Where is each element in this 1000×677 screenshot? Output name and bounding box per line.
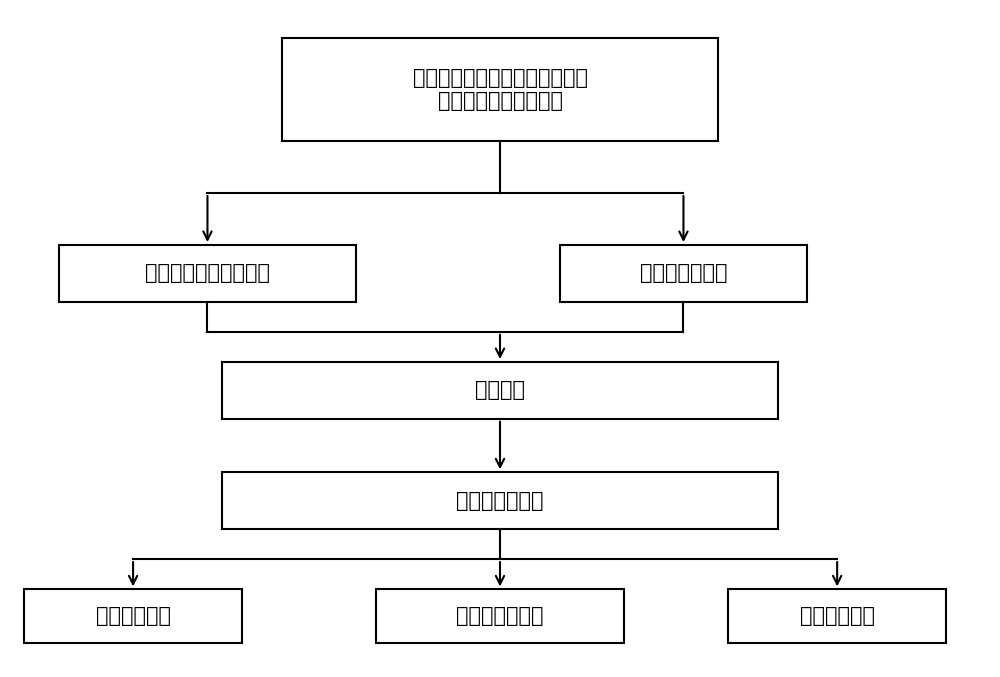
Text: 基于多同性源电极阵列电阻率的
地下工程超前探测方法: 基于多同性源电极阵列电阻率的 地下工程超前探测方法 [413, 68, 588, 111]
Text: 布设供电电极系: 布设供电电极系 [640, 263, 727, 283]
Text: 建立反演方程: 建立反演方程 [96, 606, 171, 626]
Text: 计算偏导数矩阵: 计算偏导数矩阵 [456, 606, 544, 626]
Text: 三维电阻率反演: 三维电阻率反演 [456, 491, 544, 510]
Bar [728, 589, 946, 642]
Bar [282, 38, 718, 141]
Text: 布设阵列式测量电极系: 布设阵列式测量电极系 [145, 263, 270, 283]
Bar [222, 362, 778, 419]
Text: 迭代输出结果: 迭代输出结果 [800, 606, 875, 626]
Bar [59, 245, 356, 302]
Bar [376, 589, 624, 642]
Bar [560, 245, 807, 302]
Bar [24, 589, 242, 642]
Bar [222, 473, 778, 529]
Text: 数据采集: 数据采集 [475, 380, 525, 400]
